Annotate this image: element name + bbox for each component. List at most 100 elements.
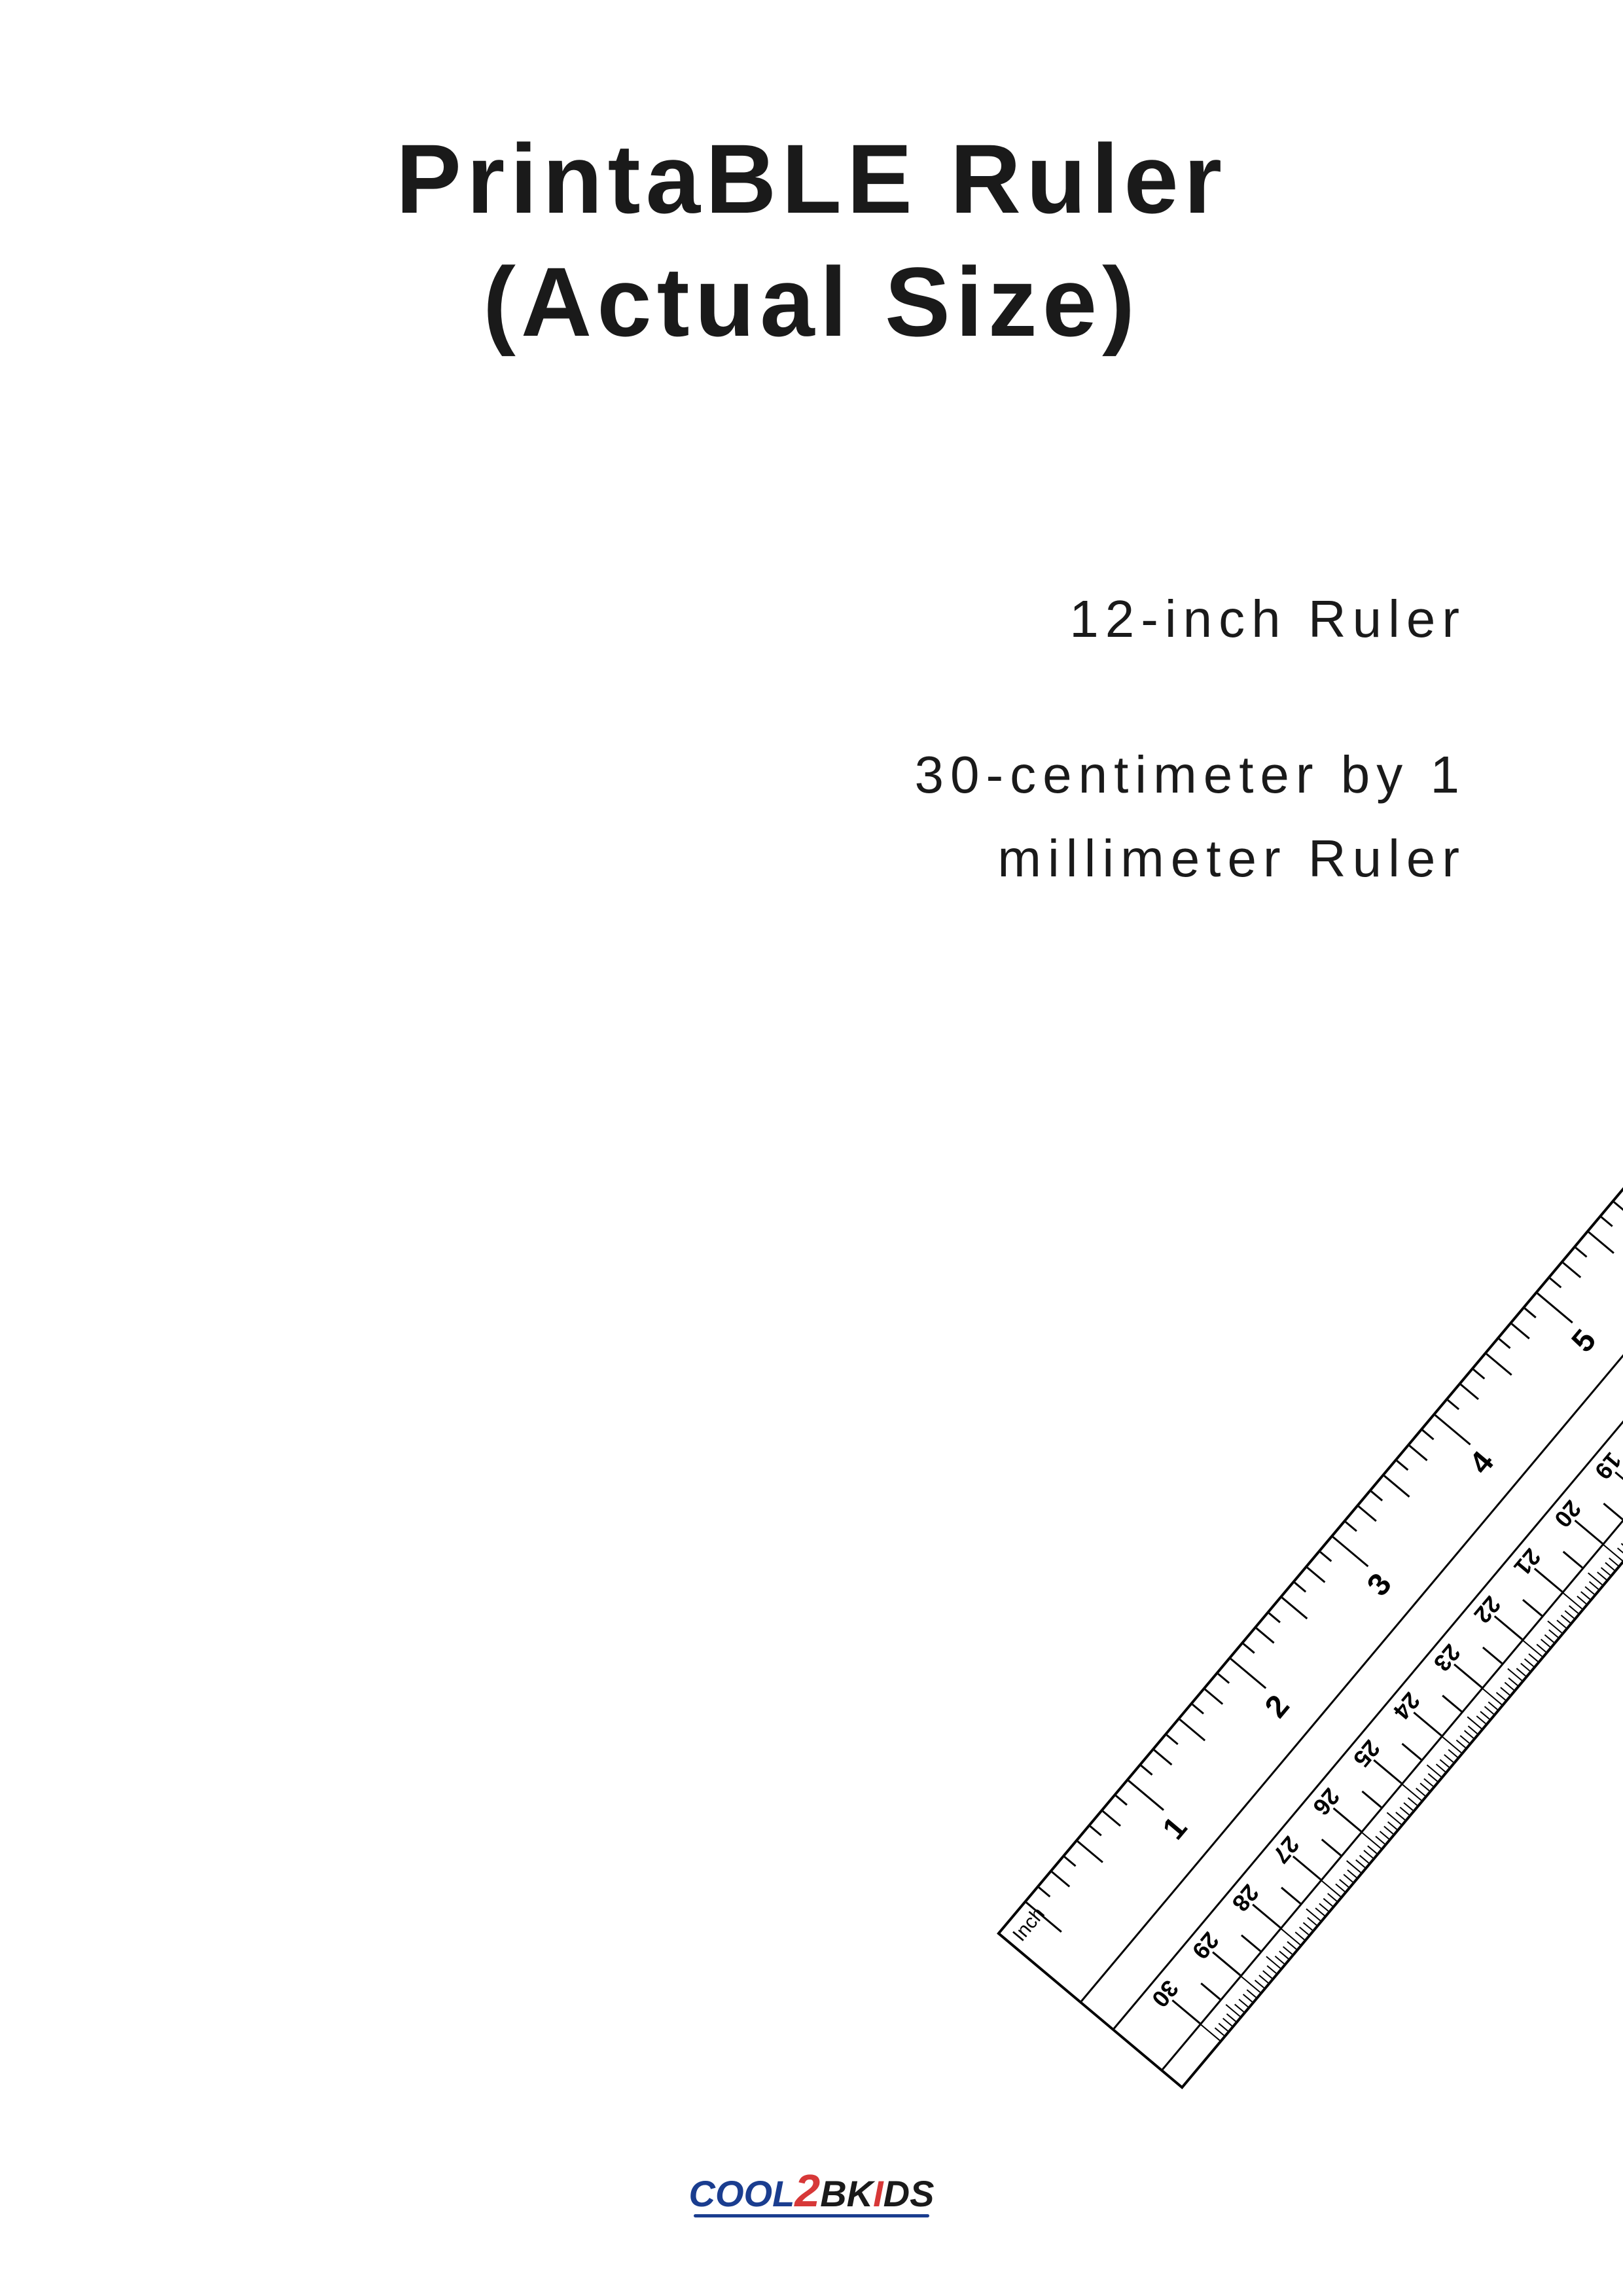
inch-tick — [1435, 1414, 1471, 1445]
logo-i: I — [873, 2173, 883, 2214]
inch-tick — [1396, 1460, 1408, 1471]
inch-tick — [1064, 1856, 1077, 1867]
mm-tick — [1460, 1735, 1470, 1744]
mm-tick — [1419, 1783, 1429, 1791]
mm-tick — [1323, 1898, 1333, 1907]
mm-tick — [1363, 1850, 1373, 1859]
inch-tick — [1141, 1765, 1153, 1775]
cm-number: 19 — [1589, 1447, 1623, 1485]
mm-tick — [1442, 1736, 1461, 1753]
mm-tick — [1321, 1880, 1341, 1897]
mm-tick — [1275, 1956, 1285, 1964]
mm-tick — [1537, 1643, 1546, 1652]
logo-cool: COOL — [689, 2173, 795, 2214]
mm-tick — [1279, 1951, 1289, 1960]
mm-tick — [1262, 1970, 1272, 1979]
inch-tick — [1537, 1293, 1573, 1323]
inch-number: 4 — [1463, 1444, 1501, 1481]
subtitle-inch: 12-inch Ruler — [1069, 589, 1466, 649]
inch-tick — [1332, 1536, 1369, 1567]
mm-tick — [1496, 1692, 1506, 1700]
logo-b: BK — [820, 2173, 873, 2214]
mm-tick — [1327, 1893, 1337, 1902]
inch-tick — [1421, 1429, 1434, 1440]
inch-tick — [1294, 1582, 1306, 1592]
cm-tick — [1321, 1839, 1342, 1856]
inch-tick — [1115, 1795, 1128, 1806]
mm-tick — [1565, 1610, 1575, 1619]
mm-tick — [1589, 1581, 1599, 1590]
inch-unit-label: Inch — [1008, 1903, 1050, 1946]
mm-tick — [1584, 1586, 1594, 1594]
mm-tick — [1480, 1711, 1490, 1719]
inch-tick — [1460, 1384, 1479, 1400]
cm-tick — [1454, 1664, 1482, 1689]
inch-tick — [1345, 1521, 1357, 1532]
mm-tick — [1238, 1999, 1248, 2007]
inch-tick — [1383, 1475, 1410, 1498]
mm-tick — [1319, 1903, 1329, 1911]
cm-tick — [1241, 1935, 1261, 1952]
mm-tick — [1395, 1812, 1405, 1820]
inch-tick — [1562, 1262, 1581, 1278]
mm-tick — [1500, 1687, 1510, 1695]
inch-tick — [1370, 1490, 1383, 1501]
mm-tick — [1569, 1605, 1578, 1614]
mm-tick — [1367, 1845, 1377, 1854]
inch-tick — [1077, 1840, 1103, 1863]
footer-logo: COOL2BKIDS — [0, 2164, 1623, 2217]
mm-tick — [1605, 1562, 1614, 1571]
inch-tick — [1524, 1308, 1537, 1318]
mm-tick — [1408, 1797, 1418, 1806]
mm-tick — [1597, 1571, 1607, 1580]
page-title: PrintaBLE Ruler (Actual Size) — [0, 118, 1623, 363]
mm-tick — [1548, 1629, 1558, 1638]
inch-number: 3 — [1360, 1566, 1399, 1603]
mm-tick — [1482, 1688, 1502, 1705]
mm-tick — [1380, 1831, 1389, 1839]
inch-tick — [1102, 1810, 1121, 1827]
mm-tick — [1258, 1975, 1268, 1983]
mm-tick — [1428, 1773, 1438, 1782]
inch-tick — [1256, 1628, 1275, 1644]
inch-tick — [1205, 1689, 1224, 1705]
inch-tick — [1409, 1444, 1428, 1461]
subtitle-cm: 30-centimeter by 1 millimeter Ruler — [746, 733, 1466, 901]
mm-tick — [1601, 1567, 1611, 1575]
mm-tick — [1444, 1754, 1454, 1763]
mm-tick — [1347, 1869, 1357, 1878]
inch-tick — [1230, 1658, 1267, 1689]
cm-tick — [1413, 1712, 1442, 1736]
logo-ds: DS — [883, 2173, 935, 2214]
cm-tick — [1494, 1615, 1523, 1640]
mm-tick — [1528, 1653, 1538, 1662]
inch-tick — [1090, 1825, 1102, 1836]
mm-tick — [1226, 2013, 1236, 2022]
mm-tick — [1339, 1879, 1349, 1888]
mm-tick — [1299, 1927, 1309, 1935]
cm-tick — [1171, 2000, 1200, 2024]
cm-tick — [1603, 1503, 1623, 1520]
inch-tick — [1307, 1567, 1326, 1583]
mm-tick — [1617, 1548, 1623, 1556]
mm-tick — [1241, 1976, 1260, 1993]
inch-tick — [1128, 1780, 1164, 1810]
inch-tick — [1153, 1749, 1172, 1766]
mm-tick — [1544, 1634, 1554, 1643]
inch-tick — [1051, 1871, 1070, 1888]
mm-tick — [1387, 1821, 1397, 1830]
mm-tick — [1359, 1855, 1369, 1863]
mm-tick — [1315, 1908, 1325, 1916]
cm-tick — [1281, 1887, 1301, 1905]
cm-tick — [1442, 1695, 1462, 1712]
mm-tick — [1243, 1994, 1253, 2003]
mm-tick — [1476, 1715, 1486, 1724]
mm-tick — [1541, 1639, 1550, 1647]
mm-tick — [1484, 1706, 1494, 1715]
mm-tick — [1423, 1778, 1433, 1787]
mm-tick — [1400, 1807, 1410, 1816]
cm-tick — [1563, 1551, 1583, 1568]
mm-tick — [1609, 1557, 1618, 1566]
mm-tick — [1577, 1596, 1586, 1604]
mm-tick — [1383, 1826, 1393, 1835]
